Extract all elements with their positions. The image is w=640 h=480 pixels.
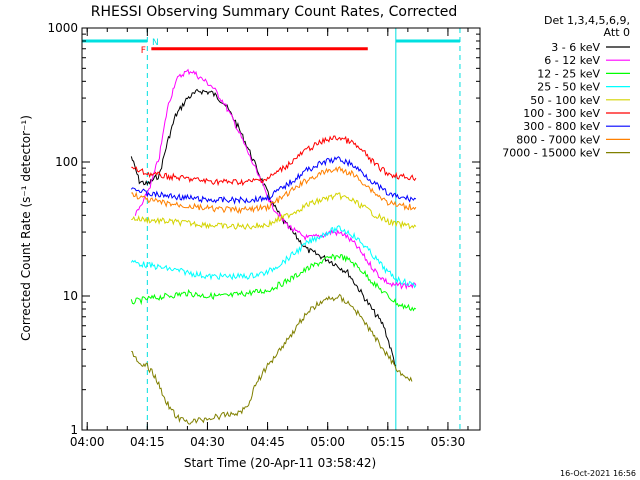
- x-tick-label: 05:15: [371, 435, 406, 449]
- legend-label-8: 7000 - 15000 keV: [502, 147, 600, 160]
- legend-label-4: 50 - 100 keV: [530, 94, 600, 107]
- date-stamp: 16-Oct-2021 16:56: [560, 469, 636, 478]
- y-tick-label: 1: [70, 423, 78, 437]
- flag-label-N: N: [152, 38, 159, 48]
- y-tick-label: 1000: [47, 21, 78, 35]
- x-tick-label: 04:30: [190, 435, 225, 449]
- legend-header-line: Det 1,3,4,5,6,9,: [544, 14, 630, 27]
- legend-label-5: 100 - 300 keV: [523, 107, 600, 120]
- y-axis-label: Corrected Count Rate (s⁻¹ detector⁻¹): [19, 115, 33, 341]
- x-tick-label: 04:45: [250, 435, 285, 449]
- x-tick-label: 05:00: [310, 435, 345, 449]
- x-tick-label: 04:15: [130, 435, 165, 449]
- y-tick-label: 100: [55, 155, 78, 169]
- legend-label-6: 300 - 800 keV: [523, 120, 600, 133]
- legend-header-line: Att 0: [604, 26, 630, 39]
- series-line-2: [130, 253, 417, 312]
- plot-frame: [81, 27, 481, 431]
- axes: 1 10 100 1000 04:00 04:15 04:30 04:45 05:00 05:15…: [47, 21, 481, 449]
- legend-label-2: 12 - 25 keV: [537, 67, 600, 80]
- legend-header: Det 1,3,4,5,6,9,Att 0: [544, 14, 630, 39]
- series-line-4: [131, 192, 417, 230]
- legend-label-1: 6 - 12 keV: [544, 54, 600, 67]
- x-tick-label: 05:30: [431, 435, 466, 449]
- series-line-3: [130, 225, 417, 289]
- series-line-1: [134, 68, 417, 290]
- series-line-8: [131, 293, 413, 425]
- chart-title: RHESSI Observing Summary Count Rates, Co…: [91, 4, 457, 20]
- plot-area: FN: [82, 28, 461, 430]
- legend-label-3: 25 - 50 keV: [537, 81, 600, 94]
- series-line-6: [130, 156, 417, 205]
- series-line-7: [131, 165, 417, 215]
- x-axis-label: Start Time (20-Apr-11 03:58:42): [184, 456, 376, 470]
- x-tick-label: 04:00: [70, 435, 105, 449]
- y-tick-label: 10: [63, 289, 78, 303]
- flag-label-F: F: [141, 46, 146, 56]
- legend-label-7: 800 - 7000 keV: [516, 133, 600, 146]
- series-line-5: [131, 135, 417, 187]
- legend-label-0: 3 - 6 keV: [551, 41, 600, 54]
- series-line-0: [130, 88, 397, 367]
